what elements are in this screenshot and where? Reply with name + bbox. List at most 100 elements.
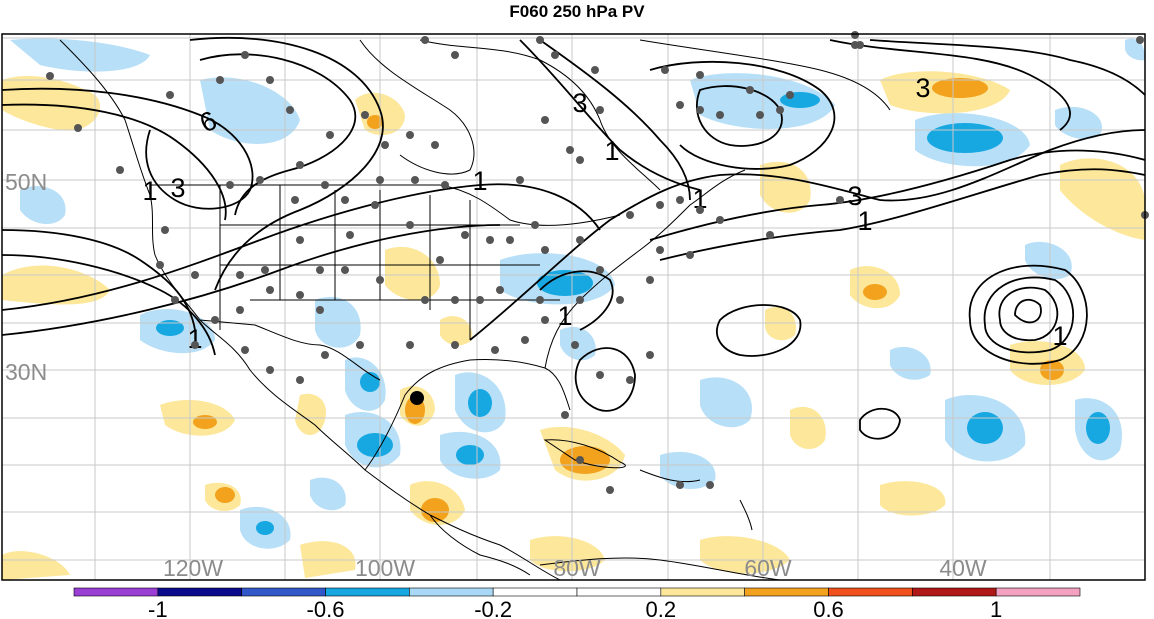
neg-patch: [20, 186, 66, 225]
station-dot: [321, 351, 329, 359]
station-dot: [686, 251, 694, 259]
station-dot: [646, 276, 654, 284]
station-dot: [461, 231, 469, 239]
contour-label: 3: [170, 173, 185, 203]
station-dot: [171, 296, 179, 304]
station-dot: [856, 41, 864, 49]
station-dot: [406, 341, 414, 349]
station-dot: [431, 141, 439, 149]
colorbar-swatch: [744, 587, 829, 597]
colorbar-tick-label: 0.6: [813, 597, 844, 619]
station-dot: [676, 101, 684, 109]
contour-label: 1: [557, 301, 572, 331]
station-dot: [716, 111, 724, 119]
pos-core: [193, 415, 217, 429]
station-dot: [236, 271, 244, 279]
station-dot: [191, 341, 199, 349]
hudson-bay: [359, 39, 475, 175]
station-dot: [596, 106, 604, 114]
station-dot: [296, 291, 304, 299]
pos-core: [367, 115, 383, 129]
station-dot: [441, 181, 449, 189]
station-dot: [241, 346, 249, 354]
pos-core: [932, 78, 988, 98]
neg-core: [1086, 412, 1110, 444]
station-dot: [451, 296, 459, 304]
colorbar-swatch: [492, 587, 578, 597]
gulf-coastline: [364, 359, 571, 471]
latitude-labels: 50N 30N: [5, 169, 47, 385]
contour-line: [649, 60, 836, 170]
south-america-coast: [539, 557, 781, 581]
contour-line: [998, 286, 1059, 342]
colorbar-swatch: [73, 587, 159, 597]
pos-patch: [700, 536, 790, 574]
station-dot: [211, 316, 219, 324]
station-dot: [46, 72, 54, 80]
station-dot: [161, 226, 169, 234]
contour-label: 3: [915, 73, 930, 103]
station-dot: [746, 86, 754, 94]
neg-patch: [310, 477, 346, 511]
state-lines-1: [219, 185, 471, 340]
station-dot: [341, 196, 349, 204]
station-dot: [286, 106, 294, 114]
colorbar-swatch: [995, 587, 1081, 597]
station-dot: [676, 196, 684, 204]
station-dot: [606, 486, 614, 494]
east-coast: [544, 169, 746, 369]
contour-label: 1: [604, 136, 619, 166]
cuba: [543, 439, 626, 469]
neg-patch: [700, 377, 752, 428]
neg-patch: [10, 38, 150, 72]
station-dot: [356, 341, 364, 349]
station-dot: [541, 316, 549, 324]
station-dot: [321, 181, 329, 189]
station-dot: [766, 231, 774, 239]
station-dot: [166, 91, 174, 99]
observation-stations: [46, 31, 1149, 494]
station-dot: [776, 106, 784, 114]
pv-contours: [1, 36, 1146, 440]
neg-core: [256, 521, 274, 535]
station-dot: [706, 481, 714, 489]
longitude-label: 80W: [553, 555, 601, 581]
station-dot: [116, 166, 124, 174]
station-dot: [316, 306, 324, 314]
neg-core: [537, 270, 593, 296]
greenland: [639, 39, 891, 111]
neg-patch: [890, 346, 931, 380]
longitude-label: 120W: [163, 555, 223, 581]
contour-label: 1: [142, 176, 157, 206]
pos-core: [215, 487, 235, 503]
colorbar-swatch: [325, 587, 410, 597]
station-dot: [451, 341, 459, 349]
neg-patch: [315, 296, 361, 348]
station-dot: [266, 76, 274, 84]
colorbar-tick-label: 1: [990, 597, 1002, 619]
colorbar-swatch: [828, 587, 913, 597]
contour-line: [1, 183, 601, 311]
map-title: F060 250 hPa PV: [509, 2, 645, 21]
neg-patch: [1055, 106, 1102, 140]
station-dot: [191, 271, 199, 279]
colorbar-tick-label: 0.2: [646, 597, 677, 619]
latitude-label: 50N: [5, 169, 47, 195]
station-dot: [376, 176, 384, 184]
contour-label: 1: [187, 324, 202, 354]
station-dot: [696, 206, 704, 214]
contour-line: [1, 254, 216, 356]
pos-patch: [1060, 158, 1145, 240]
contour-label: 1: [692, 184, 707, 214]
station-dot: [496, 286, 504, 294]
pos-patch: [295, 393, 326, 435]
contour-line: [1014, 298, 1042, 324]
contour-line: [1, 87, 254, 210]
station-dot: [291, 196, 299, 204]
contour-label: 3: [572, 88, 587, 118]
contour-line: [1, 224, 501, 336]
neg-core: [780, 92, 820, 108]
longitude-label: 100W: [355, 555, 415, 581]
neg-core: [156, 320, 184, 336]
